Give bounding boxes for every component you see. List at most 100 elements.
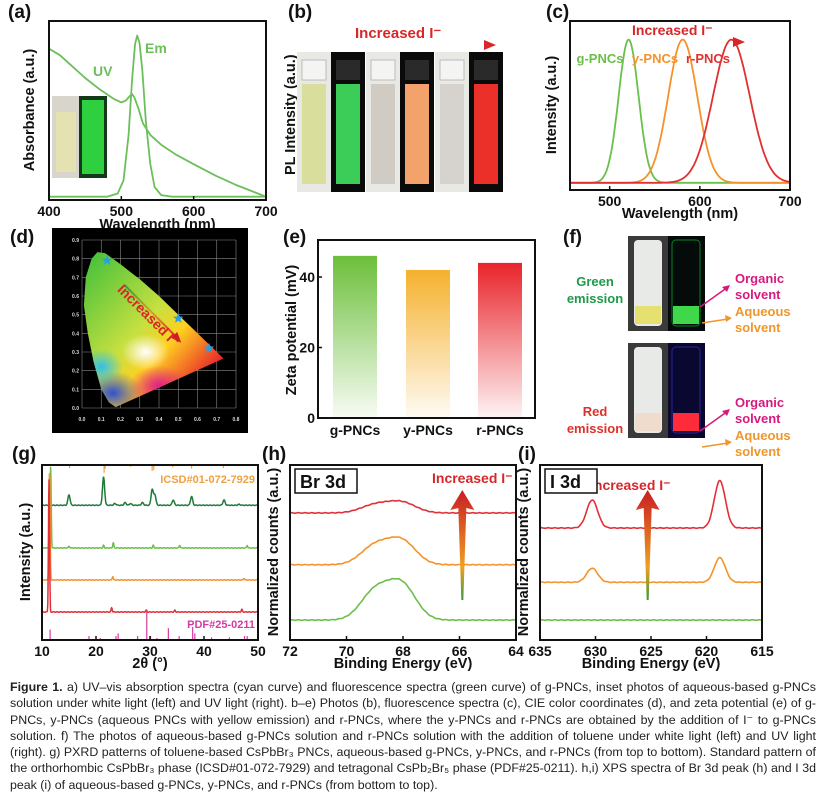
core-level-label: I 3d (550, 472, 581, 492)
aqueous-label: solvent (735, 320, 781, 335)
legend-y-PNCs: y-PNCs (632, 51, 678, 66)
series-uv (48, 47, 267, 198)
y-tick-label: 0 (307, 410, 315, 426)
y-tick-label: 0.5 (72, 313, 79, 319)
cuvette-cap (370, 59, 396, 81)
aqueous-label: Aqueous (735, 304, 791, 319)
panel-b-increased-label: Increased I⁻ (355, 25, 441, 42)
panel-h-xps-br-chart: Increased I⁻ Br 3d 72 70 68 66 64 Binding Energ… (266, 464, 524, 672)
figure-caption: Figure 1. a) UV–vis absorption spectra (… (10, 679, 816, 793)
x-tick-label: 600 (182, 203, 206, 219)
legend-g-PNCs: g-PNCs (577, 51, 624, 66)
arrow-head-icon (722, 285, 730, 292)
panel-label-b: (b) (288, 2, 312, 23)
organic-label: Organic (735, 271, 784, 286)
x-tick-label: 30 (142, 643, 158, 659)
annotation-uv: UV (93, 63, 113, 79)
y-tick-label: 0.8 (72, 257, 79, 263)
vial-white-light (634, 240, 662, 326)
y-axis-label: Normalized counts (a.u.) (516, 468, 532, 637)
vial-uv-light (671, 346, 701, 434)
aqueous-pointer-arrow (701, 442, 729, 448)
x-tick-label: 68 (395, 643, 411, 659)
bar-g-PNCs (333, 255, 377, 418)
x-tick-label: 625 (639, 643, 663, 659)
vial-aqueous-layer-glow (673, 306, 699, 324)
cuvette-uv-light (405, 84, 429, 184)
series-y-PNCs (539, 556, 763, 584)
cuvette-uv-light (336, 84, 360, 184)
x-tick-label: 0.0 (79, 417, 86, 423)
x-tick-label: 700 (254, 203, 278, 219)
caption-title: Figure 1. (10, 680, 63, 694)
y-tick-label: 0.6 (72, 294, 79, 300)
panel-g-pxrd-chart: ICSD#01-072-7929 PDF#25-0211 10 20 30 40 50 2θ … (18, 464, 266, 672)
legend-r-PNCs: r-PNCs (686, 51, 730, 66)
x-tick-label: 0.5 (175, 417, 182, 423)
x-axis-label: Binding Energy (eV) (334, 656, 473, 672)
arrow-head-icon (722, 409, 730, 416)
x-tick-label: 620 (695, 643, 719, 659)
panel-label-f: (f) (563, 227, 582, 248)
y-tick-label: 40 (299, 269, 315, 285)
y-tick-label: 0.3 (72, 350, 79, 356)
x-tick-label: 630 (584, 643, 608, 659)
x-tick-label: 0.3 (136, 417, 143, 423)
x-tick-label: y-PNCs (403, 422, 453, 438)
x-axis-label: Binding Energy (eV) (582, 656, 721, 672)
x-tick-label: 72 (282, 643, 298, 659)
reference-label: PDF#25-0211 (187, 619, 255, 631)
cuvette-uv-light (82, 100, 104, 174)
plot-frame (48, 20, 267, 201)
vial-uv-light (671, 239, 701, 327)
x-tick-label: 0.4 (156, 417, 163, 423)
x-tick-label: 700 (778, 193, 802, 209)
x-tick-label: 600 (688, 193, 712, 209)
organic-label: solvent (735, 411, 781, 426)
cuvette-white-light (440, 84, 464, 184)
y-axis-label: Normalized counts (a.u.) (266, 468, 282, 637)
arrow-head-icon (725, 439, 732, 446)
organic-label: Organic (735, 395, 784, 410)
y-axis-label: Intensity (a.u.) (18, 503, 34, 601)
group-label: Green (576, 274, 614, 289)
group-label: emission (567, 291, 623, 306)
cuvette-white-light (56, 112, 76, 172)
increase-arrow-icon (635, 490, 660, 600)
organic-label: solvent (735, 287, 781, 302)
x-tick-label: 50 (250, 643, 266, 659)
y-tick-label: 0.0 (72, 406, 79, 412)
increased-iodide-label: Increased I⁻ (590, 477, 671, 493)
arrow-head-icon (725, 315, 732, 322)
cuvette-white-light (302, 84, 326, 184)
aqueous-pointer-arrow (701, 318, 729, 324)
arrow-head-icon (171, 331, 182, 343)
x-tick-label: 635 (528, 643, 552, 659)
cuvette-cap (336, 60, 360, 80)
arrow-head-icon (733, 37, 745, 47)
bar-y-PNCs (406, 269, 450, 418)
cuvette-cap (439, 59, 465, 81)
series-y-PNCs (41, 473, 259, 581)
x-tick-label: 0.2 (117, 417, 124, 423)
figure-1: (a) (b) (c) (d) (e) (f) (g) (h) (i) UV Em… (8, 2, 802, 672)
star-marker-y-PNCs (173, 312, 184, 323)
y-tick-label: 0.1 (72, 387, 79, 393)
series-r-PNCs (41, 479, 259, 614)
vial-aqueous-layer-glow (673, 413, 699, 431)
y-tick-label: 0.9 (72, 238, 79, 244)
panel-d-cie-chart: 0.0 0.1 0.2 0.3 0.4 0.5 0.6 0.7 0.8 0.0 0.1 0.2 0.3 0… (52, 228, 248, 433)
series-toluene CsPbBr3 PNCs (41, 476, 259, 507)
x-tick-label: 0.8 (233, 417, 240, 423)
y-tick-label: 20 (299, 340, 315, 356)
caption-text: a) UV–vis absorption spectra (cyan curve… (10, 680, 817, 792)
x-tick-label: 10 (34, 643, 50, 659)
group-label: emission (567, 421, 623, 436)
panel-label-g: (g) (12, 444, 36, 465)
arrow-head-icon (484, 40, 496, 50)
annotation-em: Em (145, 40, 167, 56)
x-axis-label: 2θ (°) (132, 656, 168, 672)
x-axis-label: Wavelength (nm) (622, 206, 738, 222)
panel-b-ylabel: PL Intensity (a.u.) (283, 54, 299, 175)
